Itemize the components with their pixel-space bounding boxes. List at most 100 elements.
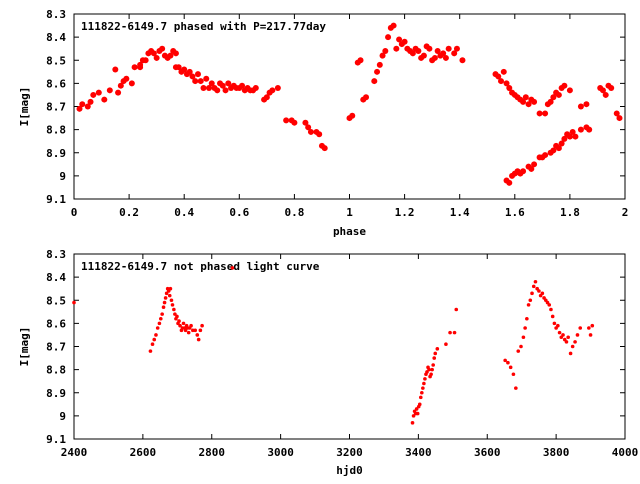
data-point: [152, 337, 157, 342]
data-point: [566, 335, 570, 340]
data-point: [590, 323, 595, 328]
data-point: [570, 344, 575, 349]
data-point: [514, 386, 518, 390]
data-point: [568, 351, 573, 356]
data-point: [522, 94, 529, 101]
x-tick-label: 2800: [199, 446, 226, 459]
data-point: [573, 340, 577, 344]
data-point: [588, 333, 593, 337]
data-point: [415, 48, 422, 54]
x-tick-label: 3400: [405, 446, 432, 459]
data-point: [158, 316, 163, 321]
data-point: [540, 291, 545, 296]
data-point: [547, 303, 552, 307]
data-point: [200, 85, 207, 91]
data-point: [421, 386, 425, 390]
data-point: [357, 57, 364, 64]
chart-title: 111822-6149.7 phased with P=217.77day: [81, 20, 326, 33]
data-point: [417, 402, 422, 407]
y-tick-label: 8.8: [46, 124, 66, 137]
y-tick-label: 8.7: [46, 101, 66, 114]
data-point: [175, 314, 179, 319]
data-point: [440, 50, 447, 57]
data-point: [550, 94, 557, 101]
data-point: [415, 411, 420, 416]
y-tick-label: 8.7: [46, 341, 66, 354]
data-point: [214, 87, 221, 94]
data-point: [608, 85, 615, 91]
data-point: [252, 85, 259, 91]
data-point: [194, 71, 201, 78]
data-point: [208, 80, 215, 87]
data-point: [142, 57, 149, 64]
data-point: [542, 110, 549, 117]
data-point: [555, 145, 562, 152]
data-point: [602, 91, 609, 98]
data-point: [411, 414, 416, 418]
data-point: [168, 286, 173, 291]
data-point: [76, 105, 83, 112]
data-point: [498, 78, 505, 85]
data-point: [526, 303, 531, 307]
data-point: [117, 82, 124, 89]
data-point: [542, 152, 549, 159]
x-tick-label: 1.8: [560, 206, 580, 219]
data-point: [195, 333, 200, 337]
data-point: [420, 52, 427, 59]
data-point: [555, 91, 562, 98]
data-point: [385, 34, 392, 41]
y-tick-label: 9: [59, 170, 66, 183]
x-tick-label: 2400: [61, 446, 88, 459]
data-series: [76, 22, 623, 186]
x-tick-label: 3800: [543, 446, 570, 459]
data-point: [430, 367, 434, 372]
y-tick-label: 8.4: [46, 271, 66, 284]
data-point: [578, 326, 583, 330]
data-point: [321, 145, 328, 152]
data-point: [263, 94, 270, 101]
data-point: [382, 48, 389, 54]
y-tick-label: 8.5: [46, 54, 66, 67]
data-point: [506, 360, 510, 365]
data-point: [561, 135, 568, 142]
x-tick-label: 1.2: [395, 206, 415, 219]
data-point: [422, 381, 426, 386]
data-point: [448, 330, 452, 335]
data-point: [169, 298, 174, 303]
data-point: [186, 68, 193, 75]
data-point: [101, 96, 108, 103]
data-point: [572, 133, 579, 140]
data-point: [173, 312, 177, 316]
data-point: [154, 333, 158, 337]
data-point: [577, 126, 584, 133]
data-point: [420, 390, 424, 395]
data-point: [431, 363, 435, 367]
data-point: [537, 289, 541, 293]
data-point: [533, 279, 538, 284]
data-point: [112, 66, 119, 73]
data-point: [163, 296, 168, 300]
data-point: [528, 298, 533, 303]
data-point: [531, 98, 538, 105]
data-point: [547, 98, 554, 105]
data-point: [393, 45, 400, 52]
data-point: [376, 61, 383, 68]
data-point: [557, 330, 562, 335]
data-point: [363, 94, 370, 101]
data-point: [198, 328, 203, 333]
data-point: [429, 372, 433, 377]
x-axis-label: phase: [333, 225, 366, 238]
plot-frame: [73, 13, 626, 200]
y-tick-label: 8.9: [46, 147, 66, 160]
y-tick-label: 8.4: [46, 31, 66, 44]
x-tick-label: 2: [622, 206, 629, 219]
data-point: [506, 179, 513, 186]
data-point: [186, 330, 191, 335]
data-point: [520, 98, 527, 105]
data-point: [495, 73, 502, 80]
chart-panel-2: 2400 2600 2800 3000 3200 3400 3600 3800 4000 8.3 8…: [18, 248, 638, 477]
data-point: [583, 101, 590, 108]
y-tick-label: 9: [59, 410, 66, 423]
data-point: [95, 89, 102, 96]
